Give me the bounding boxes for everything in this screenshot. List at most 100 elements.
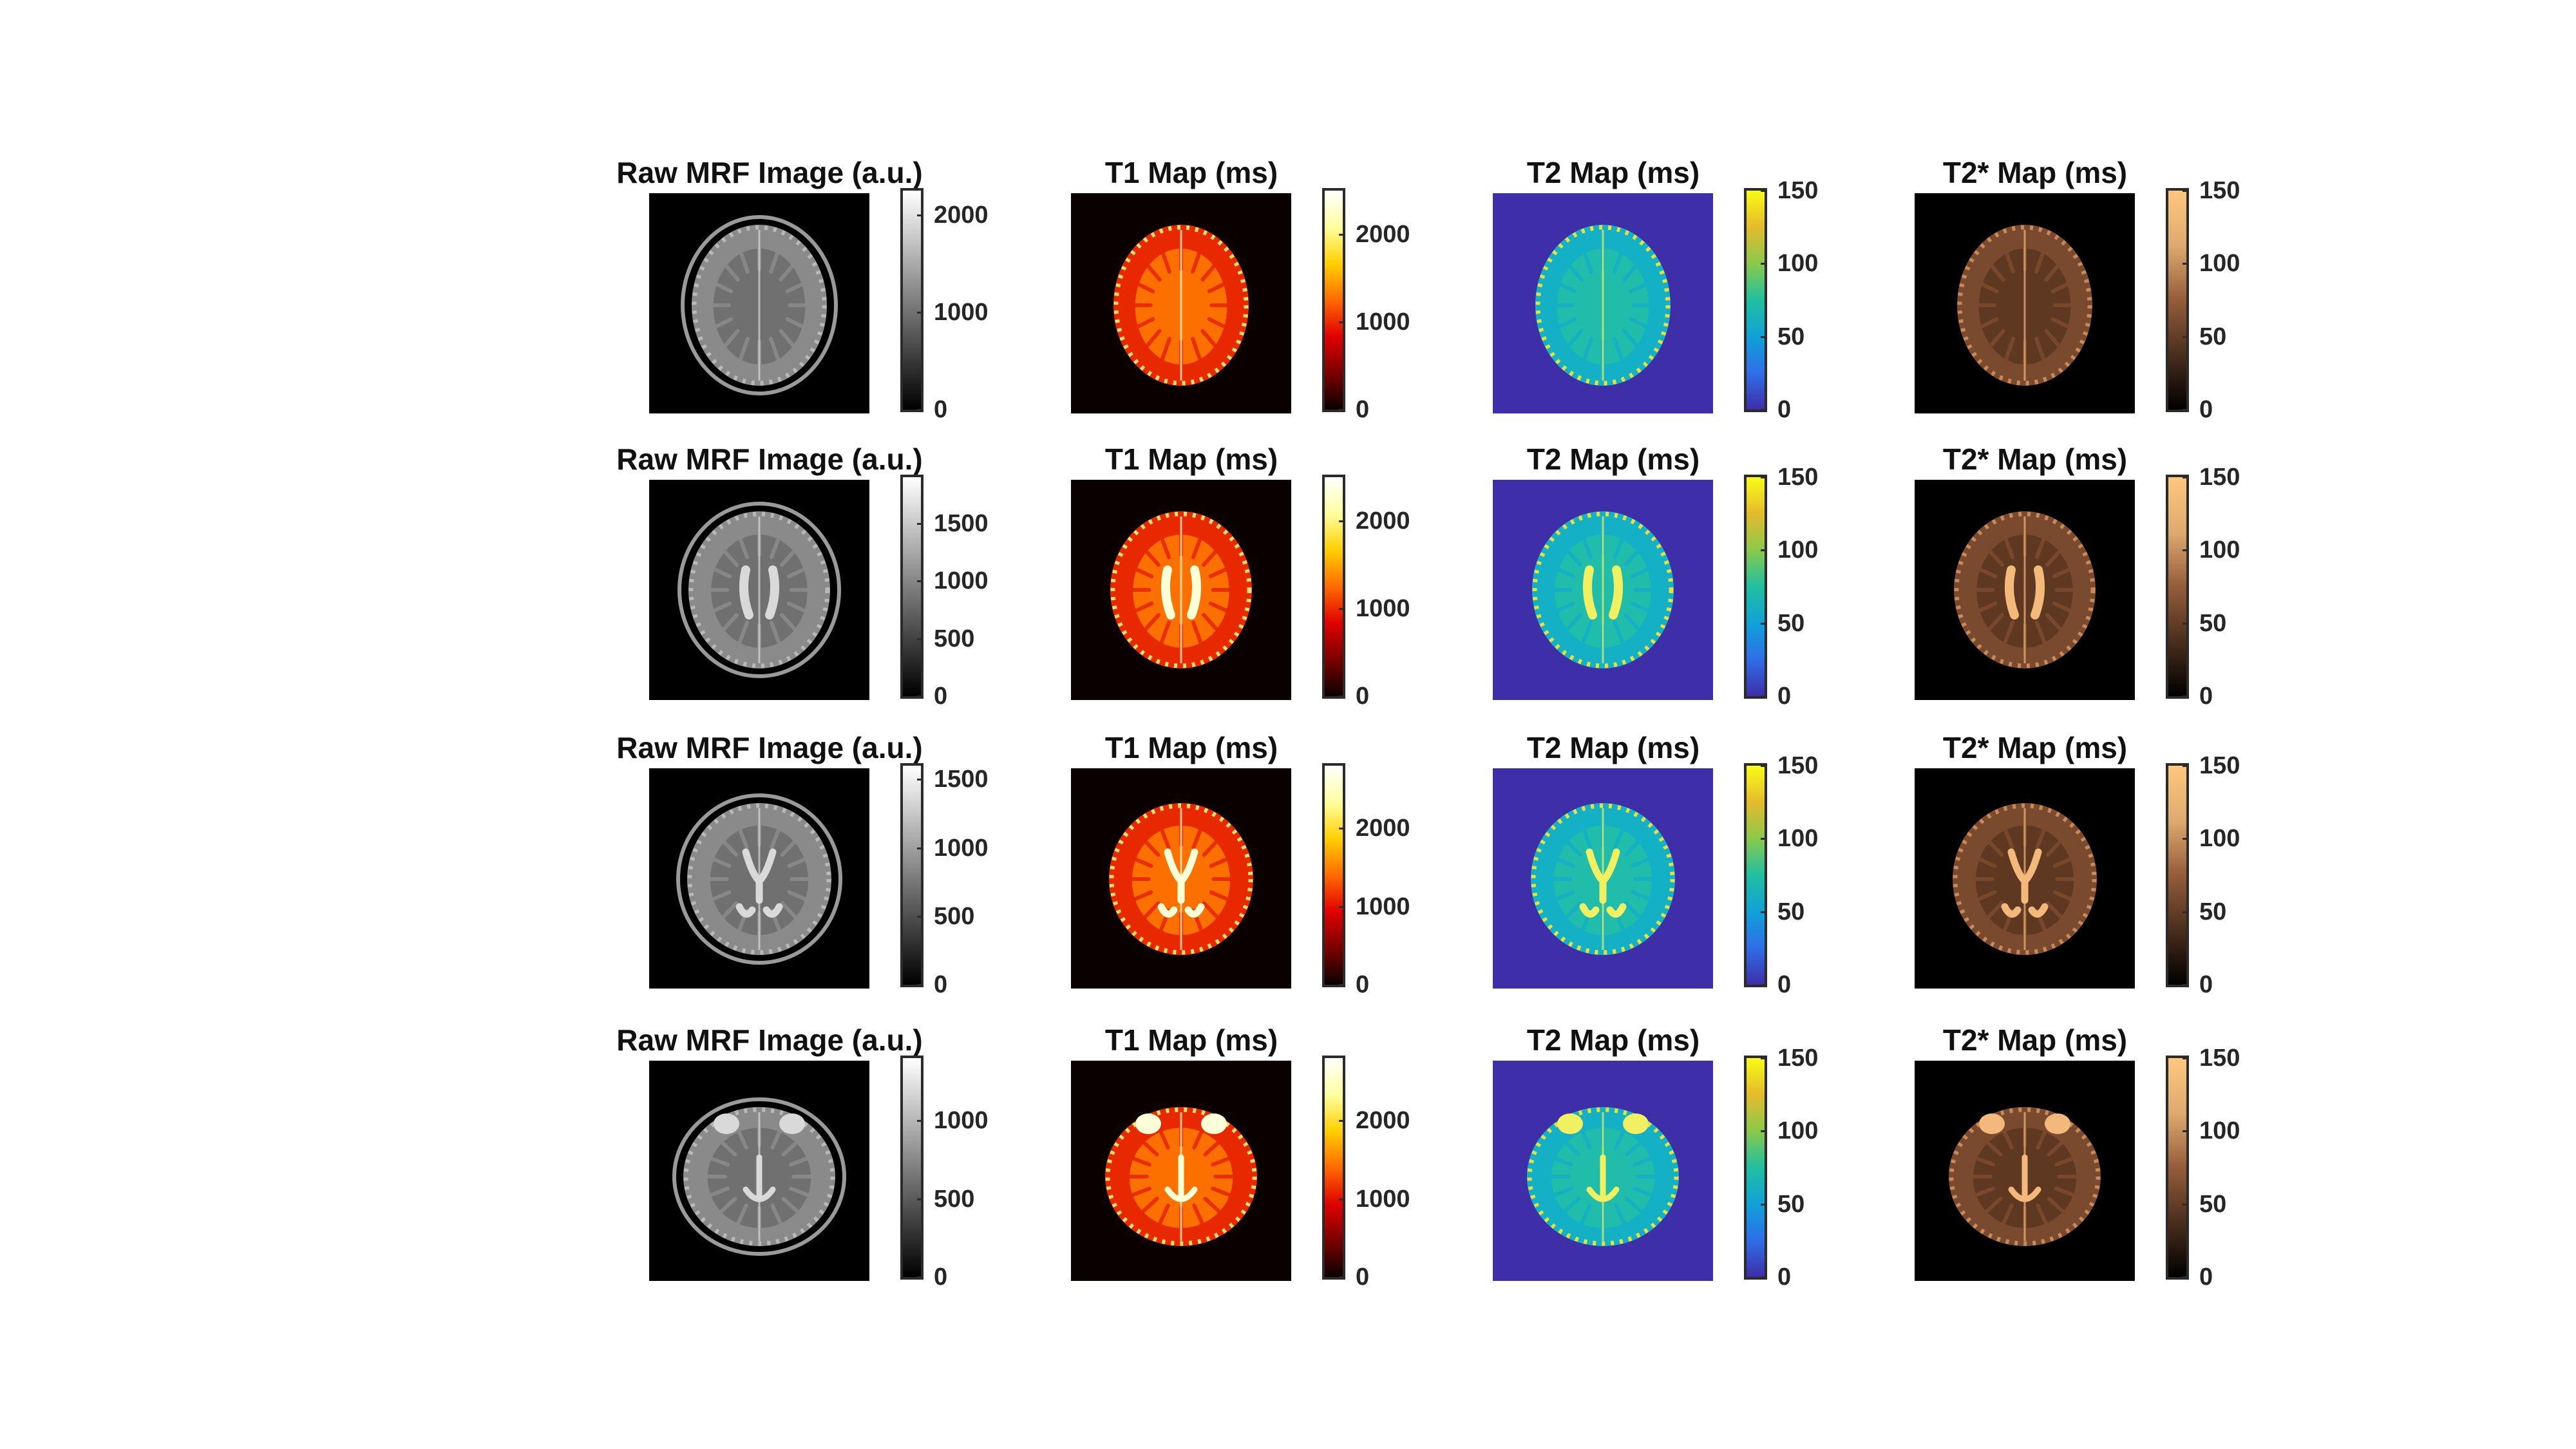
colorbar-tick-mark	[2183, 336, 2188, 338]
gyrus-streak	[2052, 851, 2087, 868]
gyrus-streak	[1964, 560, 1998, 578]
t2-panel-row-4: T2 Map (ms) 0 50 100 150	[1436, 1025, 1848, 1312]
colorbar-tick-label: 150	[1777, 464, 1819, 491]
t2-brain-image	[1493, 480, 1713, 700]
gyrus-streak	[1203, 1197, 1232, 1223]
gyrus-streak	[711, 828, 739, 857]
raw-brain-image	[649, 193, 869, 413]
gyrus-streak	[1999, 236, 2015, 274]
panel-title: Raw MRF Image (a.u.)	[616, 156, 923, 189]
gyrus-streak	[1202, 901, 1229, 930]
right-eye	[1623, 1113, 1649, 1134]
gyrus-streak	[711, 901, 739, 930]
t2star-panel-row-4: T2* Map (ms) 0 50 100 150	[1858, 1025, 2270, 1312]
colorbar-tick-label: 100	[1777, 1117, 1819, 1145]
colorbar	[1744, 188, 1767, 412]
colorbar-tick-mark	[2183, 1276, 2188, 1278]
panel-title: T2 Map (ms)	[1526, 1023, 1700, 1057]
gyrus-streak	[1207, 275, 1240, 294]
t2star-brain-image	[1915, 480, 2135, 700]
colorbar-tick-label: 1500	[934, 509, 989, 537]
gyrus-streak	[708, 1130, 737, 1157]
t1-brain-image	[1071, 193, 1291, 413]
colorbar-tick-label: 50	[1777, 323, 1805, 350]
colorbar-tick-label: 2000	[1356, 507, 1410, 535]
gyrus-streak	[1625, 1197, 1654, 1223]
colorbar-tick-label: 150	[2199, 752, 2240, 779]
gyrus-streak	[1629, 317, 1662, 336]
colorbar	[1744, 475, 1767, 699]
t2-brain-image	[1493, 768, 1713, 989]
gyrus-streak	[1625, 1130, 1654, 1157]
gyrus-streak	[701, 317, 734, 336]
colorbar	[1322, 1056, 1345, 1280]
colorbar-tick-label: 50	[1777, 609, 1805, 637]
panel-title: T2* Map (ms)	[1942, 731, 2128, 764]
gyrus-streak	[1966, 275, 1999, 294]
colorbar	[2166, 475, 2189, 699]
gyrus-streak	[1133, 612, 1160, 642]
colorbar-tick-label: 100	[1777, 536, 1819, 564]
left-eye	[1557, 1113, 1583, 1134]
gyrus-streak	[1555, 538, 1582, 567]
colorbar-tick-mark	[2183, 190, 2188, 192]
ventricles	[1157, 848, 1205, 918]
gyrus-streak	[1629, 275, 1662, 294]
ventricles	[735, 848, 783, 918]
colorbar-tick-mark	[917, 915, 922, 918]
colorbar-tick-mark	[2183, 765, 2188, 767]
gyrus-streak	[769, 236, 785, 274]
gyrus-streak	[1998, 813, 2014, 849]
skull-ring	[681, 215, 838, 395]
gyrus-streak	[1191, 813, 1208, 849]
gyrus-streak	[1962, 890, 1997, 907]
colorbar-tick-mark	[2183, 1130, 2188, 1133]
skull-ring	[672, 1097, 846, 1256]
gyrus-streak	[1633, 1186, 1669, 1203]
gyrus-streak	[694, 1150, 730, 1167]
t2star-brain-image	[1915, 1061, 2135, 1281]
panel-title: Raw MRF Image (a.u.)	[616, 1023, 923, 1057]
gyrus-streak	[770, 1203, 788, 1236]
gyrus-streak	[734, 336, 750, 374]
gyrus-streak	[789, 1186, 825, 1203]
cortex-edge	[1954, 511, 2096, 668]
cortex-edge	[1105, 1107, 1257, 1246]
t2star-panel-row-3: T2* Map (ms) 0 50 100 150	[1858, 733, 2270, 1019]
colorbar-tick-mark	[1761, 1203, 1766, 1206]
colorbar	[1322, 763, 1345, 987]
gyrus-streak	[785, 275, 818, 294]
colorbar-tick-label: 2000	[1356, 1107, 1410, 1135]
gyrus-streak	[1155, 236, 1171, 274]
colorbar-tick-label: 150	[2199, 464, 2240, 491]
colorbar	[2166, 1056, 2189, 1280]
midbrain-csf	[743, 1154, 776, 1202]
ventricles	[1579, 848, 1627, 918]
gyrus-streak	[708, 1197, 737, 1223]
gyrus-streak	[712, 612, 739, 642]
gyrus-streak	[1191, 522, 1208, 560]
colorbar-tick-label: 0	[1777, 683, 1792, 710]
colorbar-tick-label: 500	[934, 902, 975, 930]
t1-brain-image	[1071, 1061, 1291, 1281]
gyrus-streak	[1115, 1186, 1151, 1203]
gyrus-streak	[1976, 901, 2004, 930]
gyrus-streak	[1208, 560, 1242, 578]
gyrus-streak	[1980, 252, 2005, 282]
gyrus-streak	[2044, 328, 2070, 359]
colorbar	[2166, 188, 2189, 412]
colorbar-tick-label: 1000	[1356, 308, 1410, 336]
right-eye	[2045, 1113, 2070, 1134]
gyrus-streak	[732, 813, 749, 849]
cortex-edge	[1109, 803, 1253, 955]
colorbar-tick-label: 0	[934, 396, 948, 423]
gyrus-streak	[779, 328, 804, 359]
gyrus-streak	[1122, 275, 1155, 294]
gyrus-streak	[1624, 828, 1651, 857]
colorbar-tick-mark	[1761, 549, 1766, 552]
colorbar-tick-label: 100	[2199, 825, 2240, 853]
gyrus-streak	[1120, 560, 1154, 578]
raw-panel-row-2: Raw MRF Image (a.u.) 0 500 1000 1500	[592, 444, 1005, 731]
colorbar	[1322, 475, 1345, 699]
gyrus-streak	[1558, 252, 1584, 282]
